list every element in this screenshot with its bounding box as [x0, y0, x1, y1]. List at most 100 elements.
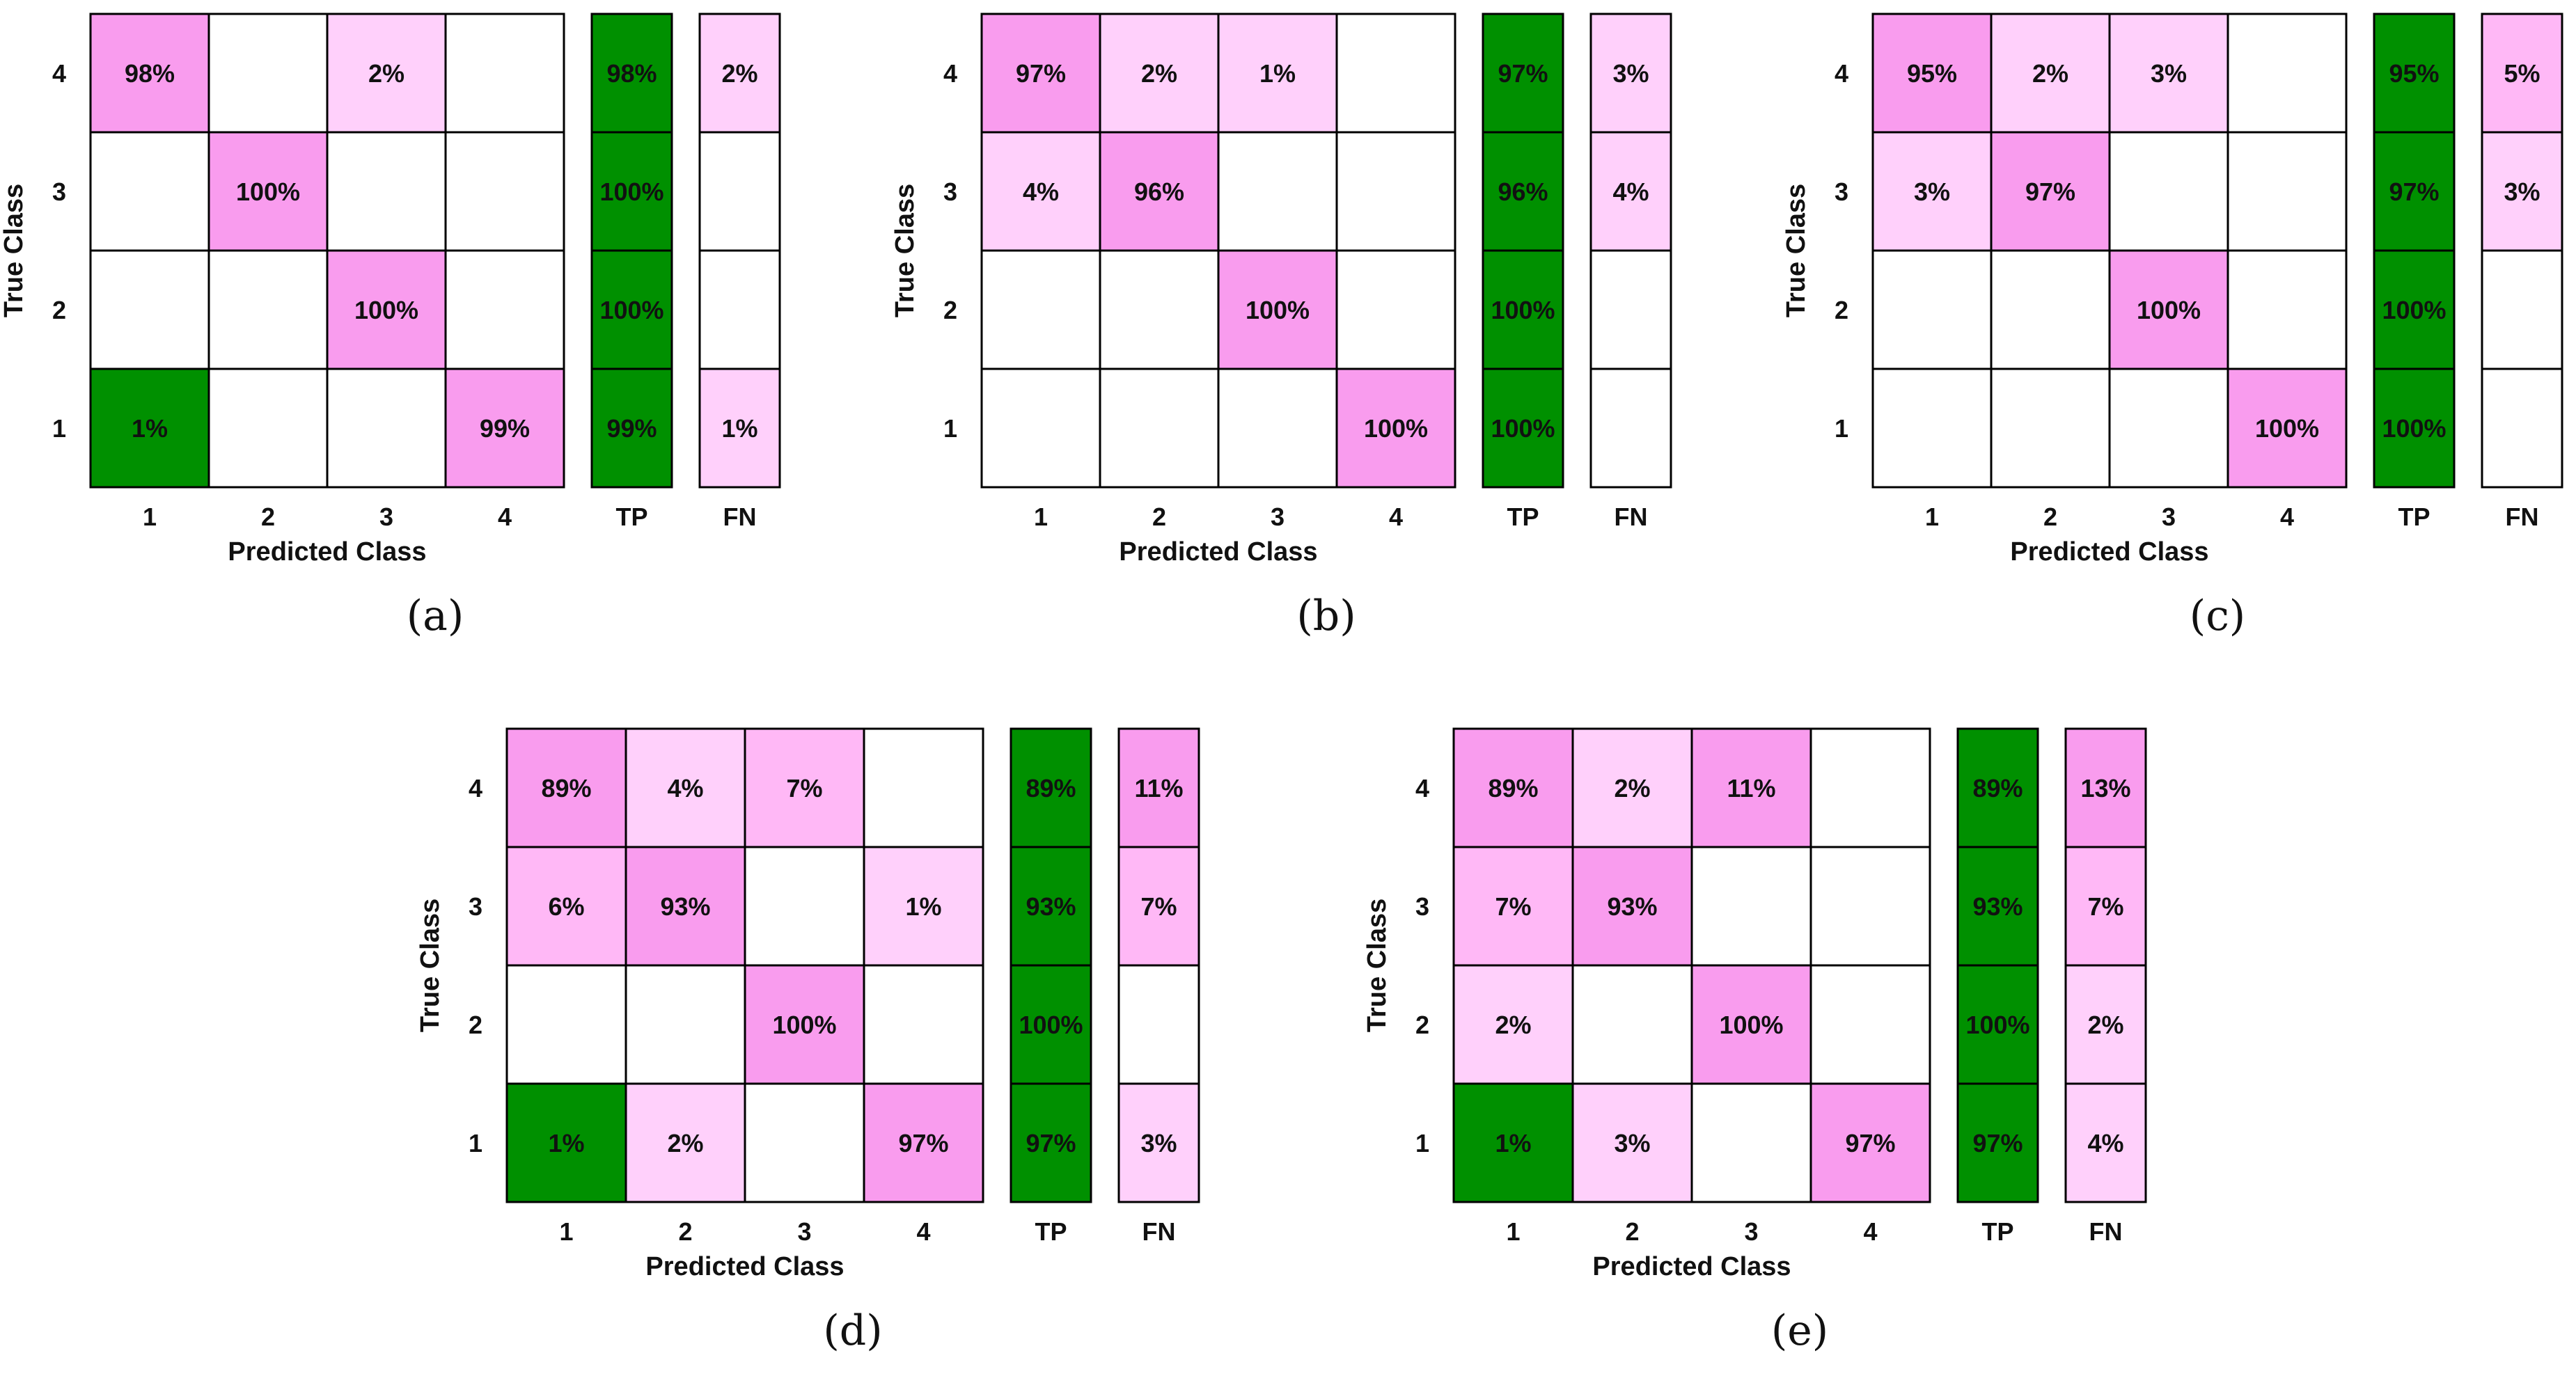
panel-c-cell-r2-c1 — [1990, 249, 2111, 370]
panel-d-fn-header: FN — [1142, 1217, 1176, 1246]
panel-e-cell-r3-c3-label: 97% — [1845, 1129, 1895, 1157]
panel-b-cell-r2-c3 — [1335, 249, 1456, 370]
panel-c-ytick: 2 — [1835, 296, 1848, 324]
panel-a-cell-r1-c3 — [444, 131, 565, 252]
panel-a-cell-r3-c3-label: 99% — [480, 414, 530, 443]
panel-b-cell-r3-c0 — [980, 367, 1101, 489]
panel-c-cell-r3-c0 — [1871, 367, 1993, 489]
panel-a-cell-r0-c3 — [444, 13, 565, 134]
panel-d-caption: (d) — [823, 1306, 882, 1355]
panel-b-cell-r3-c3-label: 100% — [1364, 414, 1428, 443]
panel-b-xtick: 4 — [1389, 503, 1403, 531]
panel-d-xlabel: Predicted Class — [645, 1252, 844, 1281]
panel-d-ytick: 2 — [469, 1011, 482, 1039]
panel-a-ytick: 4 — [52, 59, 66, 88]
panel-c-fn-r0 — [2481, 13, 2563, 134]
panel-d-fn-r1-label: 7% — [1140, 892, 1177, 921]
panel-d-fn-r2 — [1117, 964, 1200, 1085]
panel-c-cell-r2-c0 — [1871, 249, 1993, 370]
panel-d-cell-r1-c0-label: 6% — [548, 892, 584, 921]
panel-d: 89% 4% 7%6% 93% 1%100%1% 2% 97%89%93%100%97%11… — [416, 727, 1200, 1355]
panel-e-tp-header: TP — [1981, 1217, 2013, 1246]
panel-d-cell-r0-c0 — [505, 727, 627, 848]
panel-e-cell-r0-c2-label: 11% — [1727, 774, 1775, 802]
panel-b-cell-r2-c2-label: 100% — [1246, 296, 1310, 324]
panel-d-cell-r1-c3 — [863, 846, 984, 967]
panel-c-fn-header: FN — [2506, 503, 2539, 531]
panel-d-fn-r1 — [1117, 846, 1200, 967]
panel-b-tp-header: TP — [1507, 503, 1539, 531]
panel-d-cell-r3-c0 — [505, 1082, 627, 1203]
panel-d-cell-r0-c3 — [863, 727, 984, 848]
panel-a-tp-r3-label: 99% — [606, 414, 657, 443]
panel-c-tp-r1-label: 97% — [2389, 177, 2439, 206]
panel-a-cell-r0-c0 — [89, 13, 210, 134]
panel-c-ylabel: True Class — [1782, 184, 1811, 317]
panel-e-cell-r3-c0-label: 1% — [1495, 1129, 1531, 1157]
panel-c-tp-r3 — [2373, 367, 2456, 489]
panel-d-fn-r3-label: 3% — [1140, 1129, 1177, 1157]
panel-b-cell-r3-c2 — [1217, 367, 1338, 489]
panel-a-cell-r1-c1-label: 100% — [236, 177, 300, 206]
panel-c-cell-r0-c1 — [1990, 13, 2111, 134]
panel-c-xtick: 2 — [2043, 503, 2057, 531]
panel-d-cell-r3-c1-label: 2% — [667, 1129, 703, 1157]
panel-e-tp-r0 — [1956, 727, 2039, 848]
panel-b-fn-r0 — [1589, 13, 1672, 134]
panel-b-cell-r1-c2 — [1217, 131, 1338, 252]
panel-e-fn-r2 — [2064, 964, 2147, 1085]
panel-b-cell-r1-c3 — [1335, 131, 1456, 252]
panel-a-fn-header: FN — [723, 503, 757, 531]
panel-d-fn-r3 — [1117, 1082, 1200, 1203]
panel-e-tp-r3-label: 97% — [1972, 1129, 2023, 1157]
panel-d-tp-r3 — [1010, 1082, 1092, 1203]
panel-d-xtick: 1 — [559, 1217, 573, 1246]
panel-a-fn-r0 — [698, 13, 781, 134]
panel-b-cell-r1-c0-label: 4% — [1023, 177, 1059, 206]
panel-b-tp-r0 — [1482, 13, 1564, 134]
panel-e-cell-r0-c0 — [1452, 727, 1574, 848]
panel-a-cell-r0-c1 — [207, 13, 329, 134]
panel-a-tp-r1 — [590, 131, 673, 252]
panel-b-cell-r2-c2 — [1217, 249, 1338, 370]
panel-a-cell-r1-c0 — [89, 131, 210, 252]
panel-d-cell-r2-c2-label: 100% — [772, 1011, 836, 1039]
panel-e-cell-r1-c0 — [1452, 846, 1574, 967]
panel-b-caption: (b) — [1296, 592, 1356, 640]
panel-e-tp-r2 — [1956, 964, 2039, 1085]
panel-a-cell-r1-c2 — [326, 131, 447, 252]
panel-e-fn-r0-label: 13% — [2080, 774, 2130, 802]
panel-b-cell-r2-c0 — [980, 249, 1101, 370]
panel-a-tp-r3 — [590, 367, 673, 489]
panel-e-caption: (e) — [1771, 1306, 1828, 1355]
panel-c-tp-r0-label: 95% — [2389, 59, 2439, 88]
panel-e-fn-r3-label: 4% — [2087, 1129, 2123, 1157]
panel-d-cell-r3-c3-label: 97% — [898, 1129, 948, 1157]
panel-e-cell-r2-c2-label: 100% — [1719, 1011, 1783, 1039]
panel-e-cell-r1-c2 — [1690, 846, 1812, 967]
panel-c-cell-r2-c2-label: 100% — [2137, 296, 2201, 324]
panel-c-cell-r1-c1-label: 97% — [2025, 177, 2075, 206]
panel-a-cell-r0-c0-label: 98% — [125, 59, 175, 88]
panel-b-tp-r1-label: 96% — [1498, 177, 1548, 206]
panel-a-cell-r2-c3 — [444, 249, 565, 370]
panel-c-cell-r1-c2 — [2108, 131, 2229, 252]
panel-d-tp-r3-label: 97% — [1026, 1129, 1076, 1157]
panel-a-fn-r2 — [698, 249, 781, 370]
panel-a-ytick: 3 — [52, 177, 66, 206]
panel-e-fn-r1-label: 7% — [2087, 892, 2123, 921]
panel-a-ytick: 2 — [52, 296, 66, 324]
panel-c-fn-r0-label: 5% — [2504, 59, 2540, 88]
panel-d-tp-header: TP — [1035, 1217, 1067, 1246]
panel-d-cell-r1-c1-label: 93% — [660, 892, 710, 921]
panel-e-cell-r1-c0-label: 7% — [1495, 892, 1531, 921]
panel-e-xtick: 4 — [1863, 1217, 1877, 1246]
panel-e-cell-r2-c0 — [1452, 964, 1574, 1085]
panel-a-tp-r0-label: 98% — [606, 59, 657, 88]
panel-d-cell-r2-c2 — [744, 964, 865, 1085]
panel-c-cell-r1-c0 — [1871, 131, 1993, 252]
panel-e-cell-r2-c0-label: 2% — [1495, 1011, 1531, 1039]
panel-c-caption: (c) — [2190, 592, 2245, 640]
panel-a-ytick: 1 — [52, 414, 66, 443]
panel-b-cell-r2-c1 — [1099, 249, 1220, 370]
